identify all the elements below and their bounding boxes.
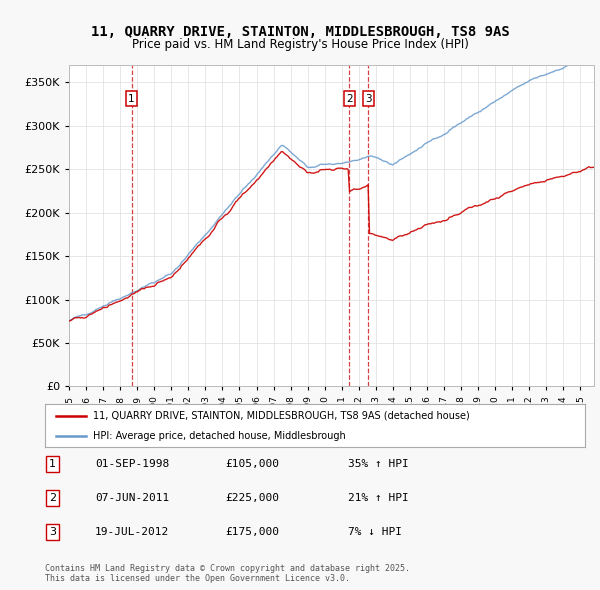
Text: Price paid vs. HM Land Registry's House Price Index (HPI): Price paid vs. HM Land Registry's House … — [131, 38, 469, 51]
Text: 1: 1 — [128, 94, 135, 104]
Text: £105,000: £105,000 — [225, 459, 279, 468]
Text: 3: 3 — [49, 527, 56, 537]
Text: £175,000: £175,000 — [225, 527, 279, 537]
Text: 11, QUARRY DRIVE, STAINTON, MIDDLESBROUGH, TS8 9AS (detached house): 11, QUARRY DRIVE, STAINTON, MIDDLESBROUG… — [92, 411, 469, 421]
Text: 7% ↓ HPI: 7% ↓ HPI — [348, 527, 402, 537]
Text: 3: 3 — [365, 94, 371, 104]
Text: 2: 2 — [49, 493, 56, 503]
Text: HPI: Average price, detached house, Middlesbrough: HPI: Average price, detached house, Midd… — [92, 431, 345, 441]
Text: £225,000: £225,000 — [225, 493, 279, 503]
Text: 21% ↑ HPI: 21% ↑ HPI — [348, 493, 409, 503]
Text: 2: 2 — [346, 94, 353, 104]
Text: 07-JUN-2011: 07-JUN-2011 — [95, 493, 169, 503]
Text: 1: 1 — [49, 459, 56, 468]
Text: 19-JUL-2012: 19-JUL-2012 — [95, 527, 169, 537]
Text: 35% ↑ HPI: 35% ↑ HPI — [348, 459, 409, 468]
Text: Contains HM Land Registry data © Crown copyright and database right 2025.
This d: Contains HM Land Registry data © Crown c… — [45, 563, 410, 583]
Text: 11, QUARRY DRIVE, STAINTON, MIDDLESBROUGH, TS8 9AS: 11, QUARRY DRIVE, STAINTON, MIDDLESBROUG… — [91, 25, 509, 39]
Text: 01-SEP-1998: 01-SEP-1998 — [95, 459, 169, 468]
